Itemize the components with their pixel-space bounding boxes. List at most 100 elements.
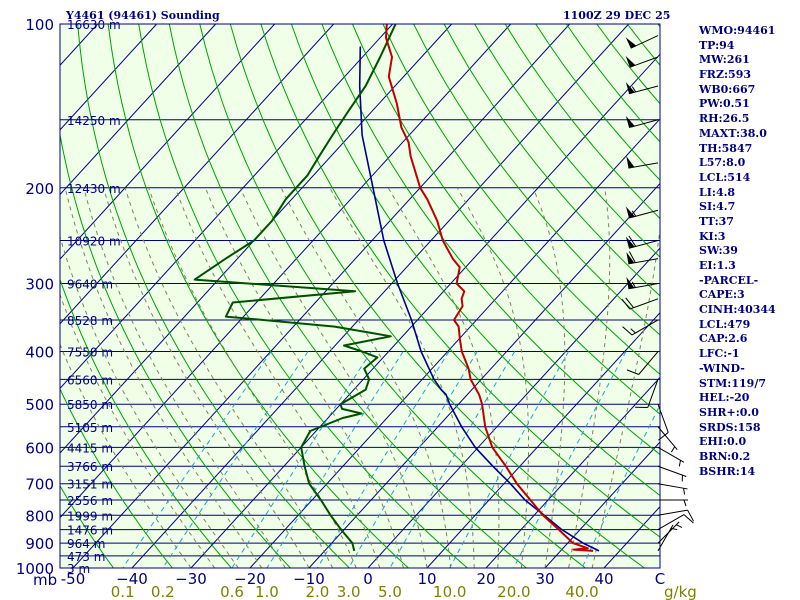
moist-adiabat-line	[124, 187, 334, 568]
wind-barb	[658, 499, 688, 507]
isotherm-line	[367, 247, 660, 568]
moist-adiabat-line	[148, 187, 357, 568]
pressure-unit-label: mb	[33, 571, 57, 589]
mixing-ratio-tick-label: 20.0	[497, 583, 530, 600]
wind-barb-full	[628, 251, 636, 263]
grid-lines	[60, 24, 660, 568]
height-label: 14250 m	[67, 114, 121, 128]
wind-barb-staff	[628, 258, 659, 265]
stability-indices-list: WMO:94461 TP:94 MW:261 FRZ:593 WB0:667 PW:0.5…	[699, 24, 776, 479]
dry-adiabat-line	[60, 387, 173, 568]
index-item: SI:4.7	[699, 200, 736, 214]
wind-barb-full	[628, 235, 637, 247]
temperature-tick-label: 40	[594, 570, 613, 588]
dry-adiabat-line	[199, 24, 586, 568]
wind-barb-flag	[625, 206, 635, 219]
dry-adiabat-line	[60, 132, 291, 568]
wind-barb	[625, 206, 659, 219]
temperature-tick-label: 30	[535, 570, 554, 588]
index-item: L57:8.0	[699, 156, 746, 170]
wind-barb	[657, 509, 695, 522]
wind-barb	[657, 514, 694, 531]
isotherm-line	[60, 24, 217, 196]
wind-barb	[657, 404, 669, 441]
wind-barb-half	[631, 86, 637, 93]
wind-barb	[625, 235, 659, 249]
height-label: 2556 m	[67, 494, 113, 508]
index-item: BSHR:14	[699, 464, 756, 478]
wind-barb	[621, 297, 659, 310]
wind-barb-flag	[625, 56, 636, 68]
wind-barb-flag	[626, 276, 635, 289]
wind-barb	[625, 35, 659, 49]
mixing-ratio-line	[231, 351, 372, 568]
height-label: 12430 m	[67, 182, 121, 196]
pressure-tick-label: 600	[25, 439, 54, 457]
mixing-ratio-line	[122, 351, 272, 568]
wind-barb	[622, 319, 659, 336]
wind-barb-half	[683, 499, 687, 507]
moist-adiabat-line	[60, 343, 192, 568]
wind-barb-staff	[657, 509, 688, 516]
wind-barb-staff	[647, 379, 659, 408]
height-label: 964 m	[67, 537, 105, 551]
mixing-ratio-tick-label: 10.0	[433, 583, 466, 600]
wind-barb-staff	[638, 351, 659, 375]
wind-barb	[635, 379, 659, 409]
moist-adiabat-line	[64, 187, 263, 568]
moist-adiabat-line	[239, 187, 428, 568]
index-item: MW:261	[699, 53, 750, 67]
wind-barb-half	[670, 446, 676, 453]
isotherm-line	[308, 182, 660, 568]
index-item: LFC:-1	[699, 347, 740, 361]
sounding-profiles	[193, 24, 600, 552]
station-title: Y4461 (94461) Sounding	[66, 9, 220, 22]
dry-adiabat-line	[352, 24, 660, 415]
wind-barb-flag	[625, 115, 635, 128]
pressure-tick-label: 800	[25, 507, 54, 525]
mixing-ratio-line	[316, 351, 450, 568]
wind-barb	[657, 446, 685, 467]
wind-barb-half	[676, 524, 683, 528]
dry-adiabat-line	[107, 24, 409, 568]
wind-barb	[625, 82, 659, 95]
wind-barb-half	[678, 460, 682, 467]
temperature-unit-label: C	[655, 570, 665, 588]
moist-adiabat-line	[568, 187, 611, 568]
isotherm-line	[60, 24, 453, 454]
height-label: 6560 m	[67, 373, 113, 387]
wind-barb-full	[625, 297, 634, 309]
mixing-ratio-tick-label: 40.0	[565, 583, 598, 600]
index-item: SHR+:0.0	[699, 405, 759, 419]
wind-barb-full	[658, 432, 669, 441]
moist-adiabat-line	[456, 187, 529, 568]
wind-barb-staff	[657, 514, 685, 531]
index-item: WMO:94461	[699, 24, 776, 37]
index-item: TT:37	[699, 214, 734, 228]
wind-barb	[657, 483, 688, 495]
height-label: 5850 m	[67, 398, 113, 412]
height-label: 9640 m	[67, 278, 113, 292]
wind-barb	[657, 426, 678, 453]
wind-barb-staff	[657, 446, 685, 463]
temperature-tick-label: -50	[61, 570, 86, 588]
mixing-ratio-line	[348, 351, 478, 568]
index-item: EHI:0.0	[699, 435, 747, 449]
mixing-ratio-tick-label: 0.1	[111, 583, 135, 600]
isotherm-line	[485, 376, 660, 568]
pressure-tick-label: 900	[25, 535, 54, 553]
plot-frame	[59, 23, 661, 569]
wind-barb-full	[622, 326, 633, 336]
temperature-tick-label: 10	[417, 570, 436, 588]
mixing-ratio-tick-label: 0.6	[220, 583, 244, 600]
isotherm-line	[60, 24, 335, 325]
dry-adiabat-line	[413, 24, 660, 336]
mixing-ratio-tick-label: 1.0	[255, 583, 279, 600]
wind-barb	[657, 524, 678, 552]
wind-barb-full	[683, 514, 694, 524]
index-item: EI:1.3	[699, 259, 736, 272]
temperature-tick-label: 20	[476, 570, 495, 588]
wind-barb-staff	[629, 298, 659, 310]
